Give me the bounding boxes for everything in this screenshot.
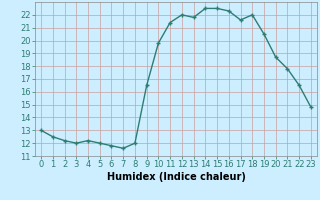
X-axis label: Humidex (Indice chaleur): Humidex (Indice chaleur)	[107, 172, 245, 182]
